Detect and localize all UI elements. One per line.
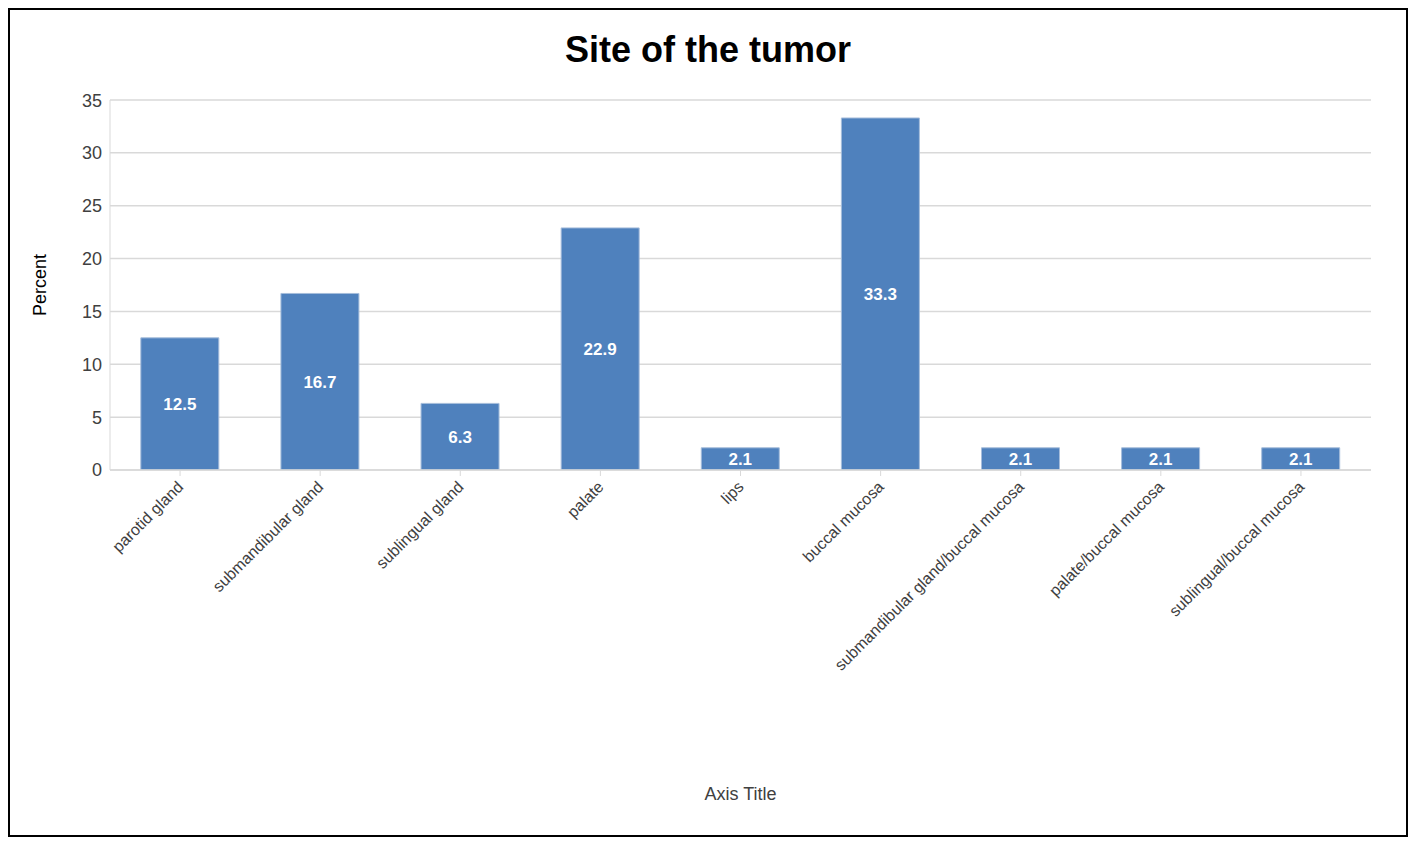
svg-text:0: 0 bbox=[92, 460, 102, 480]
svg-text:2.1: 2.1 bbox=[1149, 450, 1173, 469]
svg-text:2.1: 2.1 bbox=[728, 450, 752, 469]
svg-text:30: 30 bbox=[82, 143, 102, 163]
svg-text:submandibular gland/buccal muc: submandibular gland/buccal mucosa bbox=[831, 478, 1027, 674]
svg-text:sublingual gland: sublingual gland bbox=[373, 478, 467, 572]
svg-text:lips: lips bbox=[718, 478, 747, 507]
svg-text:22.9: 22.9 bbox=[584, 340, 617, 359]
svg-text:12.5: 12.5 bbox=[163, 395, 196, 414]
svg-text:20: 20 bbox=[82, 249, 102, 269]
svg-text:2.1: 2.1 bbox=[1009, 450, 1033, 469]
svg-text:palate/buccal mucosa: palate/buccal mucosa bbox=[1046, 478, 1168, 600]
svg-text:submandibular gland: submandibular gland bbox=[209, 478, 326, 595]
svg-text:25: 25 bbox=[82, 196, 102, 216]
svg-text:parotid gland: parotid gland bbox=[109, 478, 186, 555]
svg-text:35: 35 bbox=[82, 91, 102, 111]
svg-text:sublingual/buccal mucosa: sublingual/buccal mucosa bbox=[1166, 478, 1308, 620]
svg-text:2.1: 2.1 bbox=[1289, 450, 1313, 469]
html-text:Site of the tumor: Site of the tumor bbox=[565, 29, 851, 70]
svg-text:16.7: 16.7 bbox=[303, 373, 336, 392]
svg-text:10: 10 bbox=[82, 355, 102, 375]
svg-text:Percent: Percent bbox=[30, 254, 50, 316]
svg-text:palate: palate bbox=[564, 478, 607, 521]
svg-text:15: 15 bbox=[82, 302, 102, 322]
svg-text:buccal mucosa: buccal mucosa bbox=[799, 478, 887, 566]
svg-text:33.3: 33.3 bbox=[864, 285, 897, 304]
svg-text:6.3: 6.3 bbox=[448, 428, 472, 447]
svg-text:5: 5 bbox=[92, 408, 102, 428]
svg-text:Axis Title: Axis Title bbox=[704, 784, 776, 804]
